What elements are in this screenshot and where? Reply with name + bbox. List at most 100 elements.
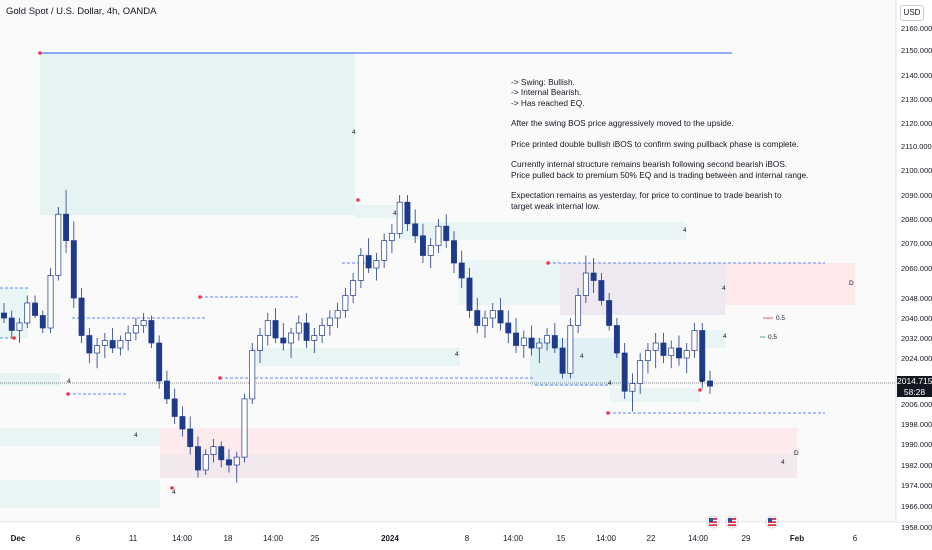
candle <box>202 449 209 475</box>
zone-box <box>400 222 686 240</box>
candle-body <box>241 398 248 458</box>
zone-timeframe-label: 4 <box>608 380 612 387</box>
candle-body <box>528 337 535 349</box>
candle <box>567 318 574 379</box>
candle-body <box>140 320 147 326</box>
candle-body <box>156 342 163 382</box>
price-tick-label: 2120.000 <box>901 119 932 128</box>
candle <box>334 303 341 328</box>
zone-box <box>355 205 395 218</box>
time-tick-label: 6 <box>76 534 81 543</box>
zone-timeframe-label: 4 <box>722 285 726 292</box>
candle <box>520 330 527 358</box>
zone-box <box>0 373 60 386</box>
zone-box <box>250 348 460 366</box>
candle-body <box>101 340 108 346</box>
candle-body <box>652 342 659 351</box>
candle-body <box>388 233 395 241</box>
candle-body <box>357 255 364 281</box>
swing-marker <box>198 295 202 299</box>
candle-body <box>39 315 46 329</box>
candle-body <box>70 240 77 299</box>
price-tick-label: 2040.000 <box>901 314 932 323</box>
candle-body <box>365 255 372 269</box>
time-tick-label: Dec <box>11 534 26 543</box>
price-tick-label: 1974.000 <box>901 481 932 490</box>
candle <box>373 253 380 281</box>
candle-body <box>319 325 326 336</box>
candle-body <box>606 300 613 326</box>
candle <box>16 318 23 343</box>
candle-body <box>47 275 54 329</box>
candle <box>419 223 426 263</box>
price-tick-label: 2048.000 <box>901 294 932 303</box>
candle <box>559 338 566 379</box>
candle-body <box>598 280 605 301</box>
zone-timeframe-label: 4 <box>134 432 138 439</box>
candle-body <box>1 312 7 319</box>
candle-body <box>78 297 85 336</box>
swing-marker <box>698 388 702 392</box>
eq-label: 0.5 <box>776 315 785 322</box>
candle <box>388 223 395 253</box>
candle <box>458 250 465 288</box>
candle-body <box>117 340 124 349</box>
candle <box>226 449 232 473</box>
zone-timeframe-label: 4 <box>580 353 584 360</box>
candle-body <box>466 277 473 311</box>
currency-button[interactable]: USD <box>900 5 924 21</box>
zone-box <box>160 428 797 454</box>
candle <box>101 333 108 358</box>
price-tick-label: 2110.000 <box>901 142 932 151</box>
candle <box>683 343 690 374</box>
candle <box>288 328 295 358</box>
us-flag-icon[interactable] <box>765 515 779 529</box>
candle-body <box>544 335 551 344</box>
candle-body <box>559 347 566 374</box>
chart-title: Gold Spot / U.S. Dollar, 4h, OANDA <box>6 6 157 17</box>
candle-body <box>311 335 318 341</box>
candle <box>32 295 38 318</box>
swing-marker <box>66 392 70 396</box>
time-tick-label: 14:00 <box>172 534 193 543</box>
price-tick-label: 2080.000 <box>901 215 932 224</box>
candle <box>357 248 364 288</box>
candle-body <box>381 240 388 261</box>
candle-body <box>132 325 139 334</box>
candle-body <box>342 295 349 311</box>
candle <box>94 338 101 369</box>
candle-body <box>489 310 496 319</box>
us-flag-icon[interactable] <box>725 515 739 529</box>
candle-body <box>629 383 636 392</box>
candle-body <box>458 262 465 279</box>
candle-body <box>575 295 582 326</box>
us-flag-icon[interactable] <box>706 515 720 529</box>
zone-timeframe-label: D <box>794 450 799 457</box>
candle <box>660 333 667 364</box>
candle <box>582 255 589 303</box>
zone-timeframe-label: 4 <box>67 378 71 385</box>
candle <box>1 303 7 323</box>
price-axis <box>896 0 932 550</box>
candle <box>482 310 488 338</box>
candle <box>187 416 194 455</box>
zone-box <box>0 428 160 446</box>
candle-body <box>520 337 527 346</box>
candle-body <box>195 446 201 471</box>
candle <box>404 195 411 231</box>
price-tick-label: 2070.000 <box>901 239 932 248</box>
candle-body <box>303 322 310 341</box>
candle-body <box>497 310 504 324</box>
zone-timeframe-label: 4 <box>781 459 785 466</box>
candle <box>412 209 419 243</box>
zone-timeframe-label: 4 <box>683 227 687 234</box>
candle <box>148 315 155 348</box>
candle-body <box>226 459 232 466</box>
candle-body <box>249 350 256 400</box>
candle <box>319 318 326 343</box>
candle <box>311 328 318 353</box>
candle-body <box>668 347 675 356</box>
candle <box>70 221 77 308</box>
